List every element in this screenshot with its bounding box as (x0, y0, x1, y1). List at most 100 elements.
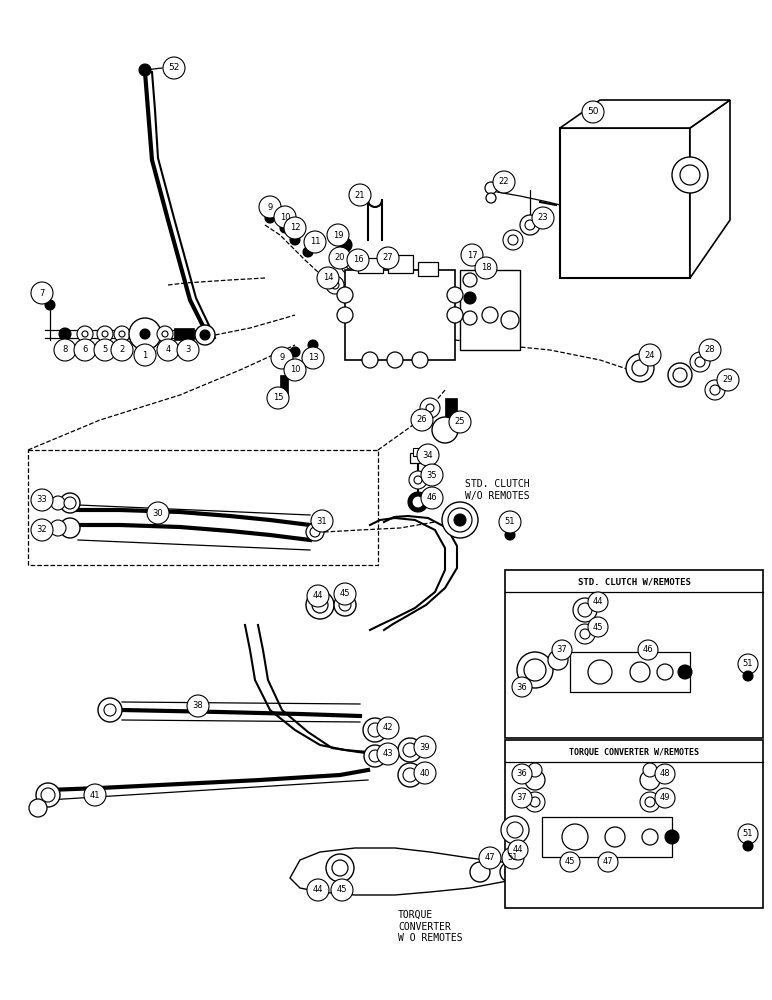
Text: 46: 46 (642, 646, 653, 654)
Circle shape (64, 497, 76, 509)
Circle shape (51, 496, 65, 510)
Text: 20: 20 (335, 253, 345, 262)
Circle shape (464, 292, 476, 304)
Circle shape (695, 357, 705, 367)
Circle shape (332, 860, 348, 876)
Circle shape (377, 247, 399, 269)
Circle shape (114, 326, 130, 342)
Circle shape (326, 854, 354, 882)
Circle shape (517, 652, 553, 688)
Circle shape (449, 411, 471, 433)
Circle shape (743, 671, 753, 681)
Circle shape (705, 380, 725, 400)
Circle shape (398, 738, 422, 762)
Text: 22: 22 (499, 178, 510, 186)
Bar (505, 570, 763, 738)
Text: 11: 11 (310, 237, 320, 246)
Circle shape (548, 650, 568, 670)
Circle shape (665, 830, 679, 844)
Circle shape (331, 879, 353, 901)
Circle shape (36, 783, 60, 807)
Circle shape (307, 585, 329, 607)
Bar (410, 453, 426, 463)
Text: 5: 5 (103, 346, 107, 355)
Text: 52: 52 (168, 64, 180, 73)
Circle shape (337, 287, 353, 303)
Circle shape (364, 745, 386, 767)
Circle shape (303, 247, 313, 257)
Circle shape (678, 665, 692, 679)
Circle shape (265, 213, 275, 223)
Circle shape (339, 599, 351, 611)
Text: 7: 7 (39, 288, 45, 298)
Circle shape (284, 217, 306, 239)
Text: 10: 10 (290, 365, 300, 374)
Circle shape (717, 369, 739, 391)
Circle shape (31, 282, 53, 304)
Circle shape (341, 256, 359, 274)
Circle shape (403, 768, 417, 782)
Circle shape (499, 511, 521, 533)
Text: 49: 49 (660, 794, 670, 802)
Text: 10: 10 (279, 213, 290, 222)
Text: 45: 45 (340, 589, 350, 598)
Circle shape (347, 249, 369, 271)
Circle shape (417, 444, 439, 466)
Circle shape (505, 867, 515, 877)
Bar (413, 448, 423, 456)
Circle shape (672, 157, 708, 193)
Circle shape (162, 331, 168, 337)
Circle shape (334, 594, 356, 616)
Circle shape (54, 339, 76, 361)
Bar (358, 258, 383, 273)
Text: 9: 9 (267, 202, 273, 212)
Circle shape (97, 326, 113, 342)
Circle shape (29, 799, 47, 817)
Circle shape (512, 764, 532, 784)
Circle shape (530, 797, 540, 807)
Circle shape (639, 344, 661, 366)
Text: 47: 47 (603, 857, 613, 866)
Text: 41: 41 (90, 790, 100, 800)
Circle shape (414, 736, 436, 758)
Polygon shape (560, 100, 730, 128)
Bar (505, 740, 763, 908)
Text: 50: 50 (587, 107, 599, 116)
Circle shape (195, 325, 215, 345)
Circle shape (525, 792, 545, 812)
Circle shape (582, 101, 604, 123)
Circle shape (338, 238, 352, 252)
Circle shape (668, 363, 692, 387)
Text: 6: 6 (83, 346, 88, 355)
Circle shape (177, 339, 199, 361)
Text: 34: 34 (423, 450, 433, 460)
Circle shape (377, 743, 399, 765)
Circle shape (512, 677, 532, 697)
Circle shape (411, 409, 433, 431)
Circle shape (421, 487, 443, 509)
Circle shape (645, 797, 655, 807)
Circle shape (655, 788, 675, 808)
Circle shape (580, 629, 590, 639)
Bar (560, 128, 690, 278)
Text: 36: 36 (516, 682, 527, 692)
Circle shape (690, 352, 710, 372)
Bar (28, 450, 378, 565)
Circle shape (528, 763, 542, 777)
Circle shape (699, 339, 721, 361)
Circle shape (507, 822, 523, 838)
Circle shape (743, 841, 753, 851)
Circle shape (312, 597, 328, 613)
Circle shape (267, 387, 289, 409)
Text: 35: 35 (427, 471, 437, 480)
Text: 17: 17 (467, 250, 477, 259)
Text: 4: 4 (165, 346, 171, 355)
Text: 31: 31 (317, 516, 327, 526)
Circle shape (271, 347, 293, 369)
Circle shape (655, 764, 675, 784)
Circle shape (409, 471, 427, 489)
Text: 3: 3 (185, 346, 191, 355)
Circle shape (560, 852, 580, 872)
Circle shape (403, 743, 417, 757)
Circle shape (82, 331, 88, 337)
